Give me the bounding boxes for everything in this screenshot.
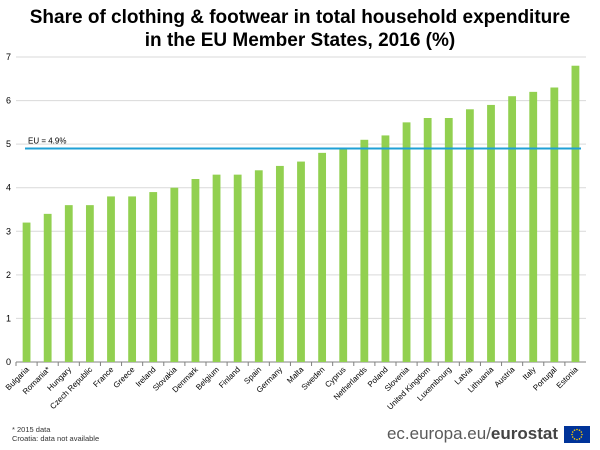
y-tick-label: 6 (6, 96, 11, 106)
x-tick-label: Portugal (531, 365, 559, 393)
bar (487, 104, 495, 362)
bar (85, 205, 94, 362)
flag-star (573, 429, 576, 431)
x-tick-label: Italy (521, 365, 538, 382)
bar (233, 174, 242, 362)
bar (381, 135, 390, 362)
y-tick-label: 7 (6, 52, 11, 62)
y-tick-label: 4 (6, 183, 11, 193)
flag-star (573, 438, 576, 440)
bar (149, 192, 158, 362)
flag-star (581, 433, 583, 436)
footnotes: * 2015 data Croatia: data not available (12, 425, 99, 443)
flag-star (571, 431, 574, 433)
flag-star (578, 438, 581, 440)
bar (212, 174, 221, 362)
bar (402, 122, 411, 362)
x-tick-label: Estonia (555, 365, 581, 391)
x-tick-label: Austria (493, 365, 517, 389)
bar (339, 148, 348, 362)
flag-star (571, 433, 573, 436)
flag-star (580, 431, 583, 433)
chart-title-line-1: Share of clothing & footwear in total ho… (29, 7, 571, 28)
bar (550, 87, 559, 362)
x-tick-label: Greece (112, 365, 137, 390)
bar (43, 213, 52, 362)
bar (191, 179, 200, 362)
footnote-2015-data: * 2015 data (12, 425, 51, 434)
bar (297, 161, 305, 362)
brand-name: eurostat (490, 424, 558, 443)
footnote-croatia: Croatia: data not available (12, 434, 100, 443)
x-tick-label: Finland (217, 365, 242, 390)
bar (22, 222, 31, 362)
y-tick-label: 1 (6, 313, 11, 323)
bar (318, 152, 327, 362)
flag-star (576, 438, 578, 441)
flag-star (580, 436, 583, 438)
flag-star (571, 436, 574, 438)
bar (254, 170, 263, 362)
bar (360, 139, 369, 362)
bar (465, 109, 474, 363)
flag-star (578, 429, 581, 431)
eu-average-label: EU = 4.9% (28, 137, 66, 146)
bar (508, 96, 517, 362)
bar (529, 91, 538, 362)
eurostat-brand: ec.europa.eu/eurostat (387, 424, 558, 444)
eu-flag-icon (564, 426, 590, 443)
chart-title-line-2: in the EU Member States, 2016 (%) (144, 30, 456, 51)
y-tick-label: 5 (6, 139, 11, 149)
brand-url: ec.europa.eu/ (386, 424, 491, 443)
bar (275, 165, 284, 362)
y-tick-label: 3 (6, 226, 11, 236)
y-tick-label: 0 (6, 357, 11, 367)
flag-star (576, 428, 578, 431)
bar (107, 196, 115, 362)
x-tick-label: Belgium (194, 365, 221, 392)
x-tick-label: Sweden (300, 365, 327, 392)
bar (423, 118, 432, 362)
bar (170, 187, 179, 362)
chart-title: Share of clothing & footwear in total ho… (0, 6, 600, 52)
bar (64, 205, 73, 362)
bar (444, 118, 453, 362)
bar (571, 65, 580, 362)
bar (128, 196, 137, 362)
y-tick-label: 2 (6, 270, 11, 280)
